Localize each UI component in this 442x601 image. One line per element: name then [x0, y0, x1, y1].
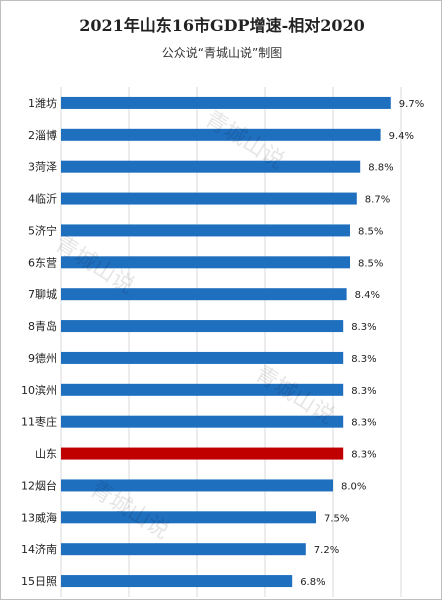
value-label: 9.4% — [389, 131, 414, 142]
bar-highlight — [61, 447, 344, 460]
bar — [61, 511, 316, 524]
value-label: 8.4% — [355, 290, 380, 301]
value-label: 8.7% — [365, 195, 390, 206]
label-layer: 1潍坊 9.7% 2淄博 9.4% 3菏泽 8.8% 4临沂 8.7% 5济宁 8.5% 6东营 8.… — [21, 96, 424, 588]
bar — [61, 351, 344, 364]
bar — [61, 415, 344, 428]
category-label: 1潍坊 — [28, 96, 57, 110]
category-label: 11枣庄 — [21, 415, 57, 429]
category-label: 12烟台 — [21, 478, 57, 492]
value-label: 7.2% — [314, 545, 339, 556]
bar — [61, 479, 333, 492]
value-label: 8.3% — [351, 418, 376, 429]
category-label: 4临沂 — [28, 192, 57, 206]
category-label: 8青岛 — [28, 319, 57, 333]
category-label: 9德州 — [28, 351, 57, 365]
category-label: 2淄博 — [28, 129, 57, 142]
category-label: 14济南 — [21, 542, 57, 556]
bar — [61, 160, 361, 173]
value-label: 8.3% — [351, 322, 376, 333]
bar — [61, 320, 344, 333]
bar — [61, 96, 391, 109]
bar — [61, 128, 381, 141]
bar — [61, 575, 293, 588]
category-label: 7聊城 — [28, 287, 57, 301]
value-label: 8.3% — [351, 354, 376, 365]
category-label: 山东 — [35, 448, 57, 461]
category-label: 15日照 — [21, 575, 57, 588]
bar — [61, 192, 357, 205]
category-label: 3菏泽 — [28, 161, 57, 174]
bar — [61, 383, 344, 396]
bar — [61, 288, 347, 301]
value-label: 9.7% — [399, 99, 424, 110]
bar-layer — [61, 96, 391, 588]
chart-title: 2021年山东16市GDP增速-相对2020 — [79, 16, 365, 35]
category-label: 5济宁 — [28, 223, 57, 237]
category-label: 10滨州 — [21, 383, 57, 397]
bar — [61, 543, 306, 556]
value-label: 8.5% — [358, 258, 383, 269]
value-label: 8.3% — [351, 450, 376, 461]
bar — [61, 256, 350, 269]
value-label: 8.0% — [341, 481, 366, 492]
bar — [61, 224, 350, 237]
value-label: 8.8% — [368, 163, 393, 174]
chart-subtitle: 公众说“青城山说”制图 — [162, 45, 282, 60]
value-label: 7.5% — [324, 513, 349, 524]
category-label: 13威海 — [21, 510, 57, 524]
value-label: 8.5% — [358, 226, 383, 237]
value-label: 8.3% — [351, 386, 376, 397]
category-label: 6东营 — [28, 255, 57, 269]
value-label: 6.8% — [300, 577, 325, 588]
